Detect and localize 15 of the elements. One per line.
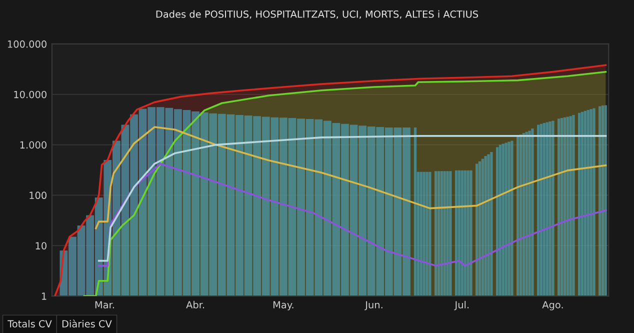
x-tick-label: Abr. <box>186 300 204 308</box>
y-tick-label: 100.000 <box>8 40 46 48</box>
chart-title: Dades de POSITIUS, HOSPITALITZATS, UCI, MORTS, ALTES i ACTIUS <box>156 10 478 19</box>
y-tick-label: 1 <box>42 292 46 300</box>
y-tick-label: 10.000 <box>14 90 46 98</box>
x-tick-label: Mar. <box>95 301 114 308</box>
y-tick-label: 10 <box>36 242 46 250</box>
x-tick-label: Ago. <box>542 301 563 310</box>
x-tick-label: Jun. <box>364 301 382 310</box>
x-tick-label: Jul. <box>454 300 469 310</box>
x-tick-label: May. <box>273 301 294 310</box>
y-tick-label: 1.000 <box>20 141 46 149</box>
text: Diàries CV <box>62 320 112 328</box>
y-tick-label: 100 <box>30 192 46 200</box>
text: Totals CV <box>8 320 52 328</box>
